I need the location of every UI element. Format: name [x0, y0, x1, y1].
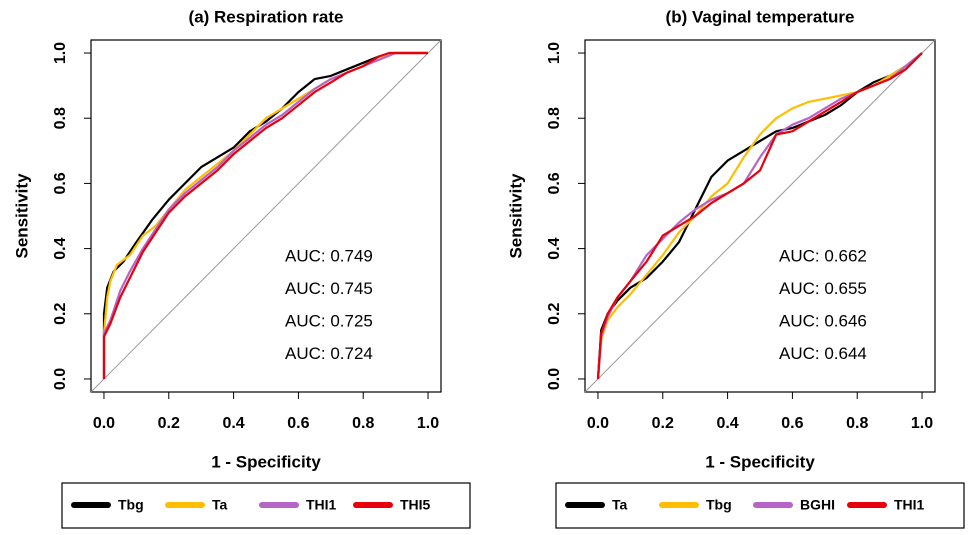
x-tick-label: 0.8 [352, 415, 374, 432]
x-tick-label: 0.8 [846, 415, 868, 432]
x-tick-label: 0.2 [652, 415, 674, 432]
legend-label: Tbg [706, 497, 732, 513]
y-axis-label: Sensitivity [506, 173, 525, 259]
x-tick-label: 0.4 [716, 415, 738, 432]
legend-label: Ta [212, 497, 228, 513]
x-axis-label: 1 - Specificity [211, 452, 321, 471]
y-tick-label: 1.0 [546, 42, 563, 64]
x-tick-label: 0.0 [93, 415, 115, 432]
x-tick-label: 1.0 [417, 415, 439, 432]
x-tick-label: 1.0 [911, 415, 933, 432]
roc-curve [102, 51, 428, 379]
legend: Tbg Ta THI1 THI5 [61, 482, 471, 529]
y-tick-label: 1.0 [52, 42, 69, 64]
y-tick-label: 0.2 [52, 303, 69, 325]
legend-box [61, 482, 471, 529]
auc-annotation: AUC: 0.749 [285, 246, 373, 265]
x-tick-label: 0.6 [287, 415, 309, 432]
legend: Ta Tbg BGHI THI1 [555, 482, 965, 529]
reference-diagonal [90, 39, 442, 393]
auc-annotation: AUC: 0.725 [285, 311, 373, 330]
legend-label: Tbg [118, 497, 144, 513]
legend-label: Ta [612, 497, 628, 513]
panel: (a) Respiration rate 0.0 0.2 0.4 0.6 0.8 1.0 0.… [12, 7, 471, 529]
y-tick-label: 0.4 [52, 237, 69, 259]
legend-label: THI1 [306, 497, 337, 513]
y-tick-label: 0.6 [546, 172, 563, 194]
x-tick-label: 0.4 [222, 415, 244, 432]
y-tick-label: 0.0 [52, 368, 69, 390]
y-tick-label: 0.8 [546, 107, 563, 129]
legend-label: THI1 [894, 497, 925, 513]
auc-annotation: AUC: 0.644 [779, 344, 867, 363]
y-axis-label: Sensitivity [12, 173, 31, 259]
auc-annotation: AUC: 0.646 [779, 311, 867, 330]
chart-title: (a) Respiration rate [189, 7, 344, 26]
x-tick-label: 0.6 [781, 415, 803, 432]
roc-curve [102, 51, 428, 334]
chart-title: (b) Vaginal temperature [666, 7, 855, 26]
auc-annotation: AUC: 0.655 [779, 279, 867, 298]
y-tick-label: 0.8 [52, 107, 69, 129]
roc-curve [596, 52, 923, 380]
y-tick-label: 0.2 [546, 303, 563, 325]
x-tick-label: 0.0 [587, 415, 609, 432]
legend-label: BGHI [800, 497, 835, 513]
x-tick-label: 0.2 [158, 415, 180, 432]
plot-frame [584, 39, 936, 393]
x-axis-label: 1 - Specificity [705, 452, 815, 471]
legend-label: THI5 [400, 497, 431, 513]
y-tick-label: 0.6 [52, 172, 69, 194]
y-tick-label: 0.4 [546, 237, 563, 259]
plot-frame [90, 39, 442, 393]
reference-diagonal [584, 39, 936, 393]
panel: (b) Vaginal temperature 0.0 0.2 0.4 0.6 0.8 1.… [506, 7, 965, 529]
auc-annotation: AUC: 0.724 [285, 344, 373, 363]
auc-annotation: AUC: 0.745 [285, 279, 373, 298]
y-tick-label: 0.0 [546, 368, 563, 390]
roc-curve [102, 51, 428, 379]
auc-annotation: AUC: 0.662 [779, 246, 867, 265]
legend-box [555, 482, 965, 529]
